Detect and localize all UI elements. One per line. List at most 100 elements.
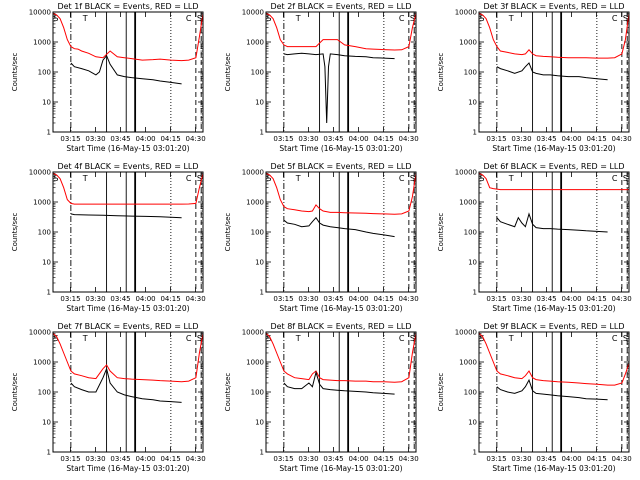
x-tick-label: 03:15 (273, 295, 293, 303)
panel-8: Det 8f BLACK = Events, RED = LLD Counts/s… (224, 322, 419, 473)
segment-marker: T (82, 174, 88, 183)
segment-marker: S (410, 334, 415, 343)
x-tick-label: 04:30 (398, 135, 418, 143)
y-tick-label: 10000 (455, 169, 477, 177)
x-tick-label: 03:45 (110, 455, 130, 463)
segment-marker: C (612, 14, 618, 23)
x-tick-label: 04:00 (561, 135, 581, 143)
x-tick-label: 04:30 (398, 455, 418, 463)
x-tick-label: 03:15 (60, 135, 80, 143)
panel-6: Det 6f BLACK = Events, RED = LLD Counts/s… (437, 162, 632, 313)
panel-title: Det 4f BLACK = Events, RED = LLD (57, 162, 198, 171)
y-tick-label: 100 (251, 229, 264, 237)
x-tick-label: 03:15 (486, 295, 506, 303)
x-axis-label: Start Time (16-May-15 03:01:20) (66, 304, 189, 313)
y-tick-label: 10 (468, 99, 477, 107)
segment-marker: S (623, 174, 628, 183)
x-tick-label: 04:15 (373, 295, 393, 303)
y-tick-label: 1 (473, 129, 477, 137)
y-tick-label: 10000 (242, 9, 264, 17)
segment-marker: T (82, 334, 88, 343)
y-axis-label: Counts/sec (11, 53, 19, 92)
x-axis-label: Start Time (16-May-15 03:01:20) (492, 464, 615, 473)
plot-frame (52, 171, 204, 293)
x-tick-label: 04:00 (135, 295, 155, 303)
x-tick-label: 04:00 (135, 455, 155, 463)
y-tick-label: 100 (464, 69, 477, 77)
y-tick-label: 10000 (29, 169, 51, 177)
y-tick-label: 1000 (246, 359, 264, 367)
y-tick-label: 100 (464, 229, 477, 237)
x-tick-label: 04:15 (373, 135, 393, 143)
segment-marker: T (295, 14, 301, 23)
x-tick-label: 04:15 (586, 135, 606, 143)
x-tick-label: 04:15 (586, 295, 606, 303)
x-tick-label: 04:15 (160, 295, 180, 303)
x-tick-label: 04:00 (135, 135, 155, 143)
segment-marker: C (612, 334, 618, 343)
y-tick-label: 1 (260, 129, 264, 137)
y-tick-label: 1000 (459, 39, 477, 47)
lld-series-line (265, 172, 417, 215)
x-axis-label: Start Time (16-May-15 03:01:20) (279, 144, 402, 153)
x-tick-label: 04:30 (611, 295, 631, 303)
y-tick-label: 1 (47, 449, 51, 457)
y-tick-label: 10 (255, 259, 264, 267)
y-tick-label: 1000 (246, 199, 264, 207)
panel-1: Det 1f BLACK = Events, RED = LLD Counts/s… (11, 2, 206, 153)
panel-title: Det 9f BLACK = Events, RED = LLD (483, 322, 624, 331)
y-tick-label: 10 (42, 259, 51, 267)
y-tick-label: 1 (260, 289, 264, 297)
x-tick-label: 03:15 (60, 455, 80, 463)
x-tick-label: 03:30 (298, 455, 318, 463)
segment-marker: C (186, 14, 192, 23)
segment-marker: S (623, 334, 628, 343)
y-axis-label: Counts/sec (11, 213, 19, 252)
events-series-line (496, 62, 608, 81)
x-tick-label: 03:15 (486, 455, 506, 463)
panel-title: Det 7f BLACK = Events, RED = LLD (57, 322, 198, 331)
x-tick-label: 03:45 (110, 295, 130, 303)
x-tick-label: 03:30 (511, 295, 531, 303)
y-tick-label: 10000 (455, 9, 477, 17)
y-tick-label: 1000 (459, 359, 477, 367)
x-tick-label: 04:30 (611, 135, 631, 143)
plot-frame (478, 171, 630, 293)
x-tick-label: 03:15 (486, 135, 506, 143)
y-axis-label: Counts/sec (11, 373, 19, 412)
plot-frame (52, 11, 204, 133)
x-tick-label: 04:00 (348, 295, 368, 303)
x-tick-label: 03:45 (536, 135, 556, 143)
segment-marker: S (197, 174, 202, 183)
y-tick-label: 1 (260, 449, 264, 457)
plot-frame (478, 331, 630, 453)
x-tick-label: 04:15 (160, 455, 180, 463)
y-tick-label: 1 (473, 449, 477, 457)
segment-marker: S (479, 14, 484, 23)
segment-marker: S (266, 334, 271, 343)
panel-title: Det 8f BLACK = Events, RED = LLD (270, 322, 411, 331)
x-tick-label: 03:30 (85, 295, 105, 303)
plot-frame (265, 331, 417, 453)
y-tick-label: 100 (38, 389, 51, 397)
plot-frame (478, 11, 630, 133)
y-tick-label: 100 (38, 69, 51, 77)
x-tick-label: 04:00 (348, 135, 368, 143)
y-tick-label: 1 (473, 289, 477, 297)
x-axis-label: Start Time (16-May-15 03:01:20) (492, 144, 615, 153)
y-axis-label: Counts/sec (224, 53, 232, 92)
y-tick-label: 10 (255, 99, 264, 107)
segment-marker: S (266, 174, 271, 183)
y-tick-label: 1000 (33, 199, 51, 207)
x-tick-label: 03:30 (298, 295, 318, 303)
y-tick-label: 100 (464, 389, 477, 397)
panel-9: Det 9f BLACK = Events, RED = LLD Counts/s… (437, 322, 632, 473)
y-tick-label: 1000 (33, 359, 51, 367)
x-tick-label: 03:30 (85, 135, 105, 143)
x-tick-label: 03:45 (536, 295, 556, 303)
y-tick-label: 10 (255, 419, 264, 427)
segment-marker: S (410, 174, 415, 183)
y-tick-label: 10000 (242, 169, 264, 177)
y-tick-label: 10000 (455, 329, 477, 337)
x-tick-label: 03:45 (323, 455, 343, 463)
